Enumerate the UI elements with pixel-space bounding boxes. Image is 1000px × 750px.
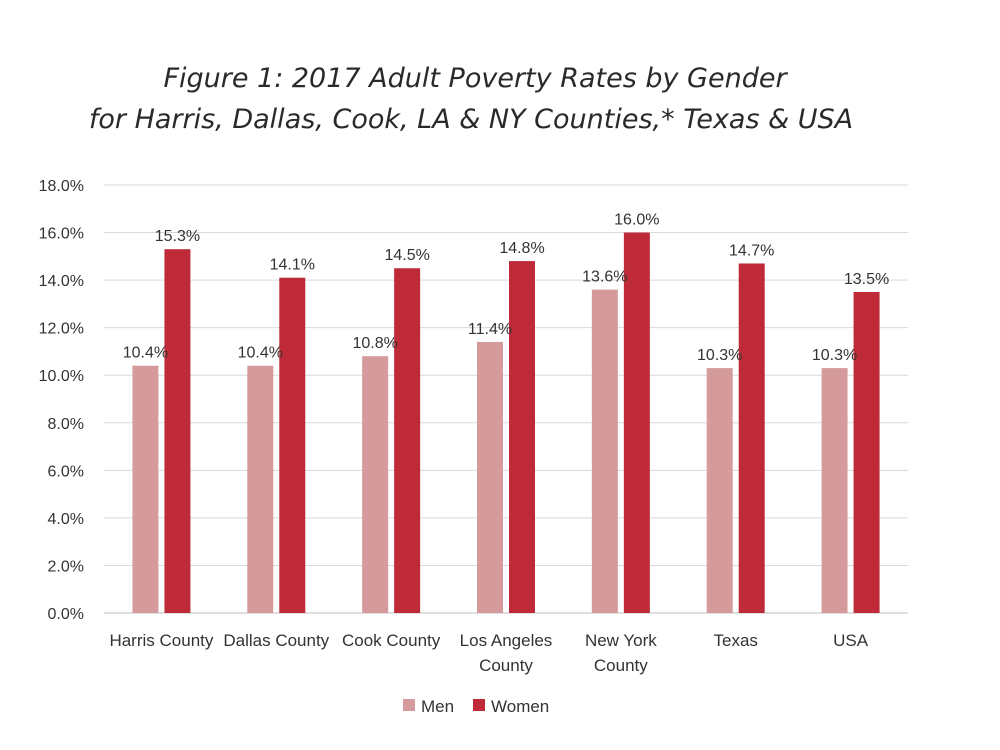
x-category-label-cook-county: Cook County <box>342 631 441 650</box>
y-tick-label: 12.0% <box>39 321 84 338</box>
x-category-label-usa: USA <box>833 631 869 650</box>
bar-men-harris-county <box>132 365 159 613</box>
legend-label-women: Women <box>491 697 549 716</box>
x-category-label-line: Texas <box>714 631 758 650</box>
y-axis-tick-labels: 0.0% 2.0% 4.0% 6.0% 8.0% 10.0% 12.0% 14.0% 16.0%… <box>39 178 84 623</box>
bar-men-new-york-county <box>591 289 618 613</box>
y-tick-label: 0.0% <box>48 606 84 623</box>
gridlines <box>104 184 908 614</box>
bar-women-texas <box>738 263 765 613</box>
y-tick-label: 6.0% <box>48 463 84 480</box>
data-label-men-harris-county: 10.4% <box>123 345 168 362</box>
bar-women-los-angeles-county <box>509 261 535 613</box>
bar-women-cook-county <box>394 268 421 613</box>
data-labels: 10.4% 15.3% 10.4% 14.1% 10.8% 14.5% 11.4% 14.8%… <box>123 212 890 365</box>
x-category-label-line: County <box>479 656 533 675</box>
bar-men-dallas-county <box>247 365 274 613</box>
bar-men-cook-county <box>362 356 389 613</box>
data-label-women-new-york-county: 16.0% <box>614 212 659 229</box>
x-category-label-line: USA <box>833 631 869 650</box>
bar-men-usa <box>821 368 848 613</box>
bar-men-texas <box>706 368 733 613</box>
legend-label-men: Men <box>421 697 454 716</box>
data-label-men-los-angeles-county: 11.4% <box>468 321 512 338</box>
data-label-women-texas: 14.7% <box>729 242 774 259</box>
data-label-women-dallas-county: 14.1% <box>270 257 315 274</box>
y-tick-label: 16.0% <box>39 226 84 243</box>
x-category-label-line: Dallas County <box>223 631 329 650</box>
bar-women-usa <box>853 292 880 613</box>
x-category-label-new-york-county: New York County <box>585 631 657 675</box>
chart-title: Figure 1: 2017 Adult Poverty Rates by Ge… <box>89 63 853 135</box>
y-tick-label: 8.0% <box>48 416 84 433</box>
x-category-label-line: Cook County <box>342 631 441 650</box>
bar-women-new-york-county <box>623 232 650 614</box>
chart-title-line-2: for Harris, Dallas, Cook, LA & NY Counti… <box>89 104 853 135</box>
x-category-label-texas: Texas <box>714 631 758 650</box>
y-tick-label: 18.0% <box>39 178 84 195</box>
x-category-label-harris-county: Harris County <box>109 631 213 650</box>
data-label-women-cook-county: 14.5% <box>384 247 429 264</box>
data-label-men-usa: 10.3% <box>812 347 857 364</box>
x-axis-category-labels: Harris County Dallas County Cook County Los… <box>109 631 868 675</box>
legend-swatch-men <box>403 699 415 711</box>
x-category-label-los-angeles-county: Los Angeles County <box>460 631 553 675</box>
legend-swatch-women <box>473 699 485 711</box>
data-label-men-dallas-county: 10.4% <box>238 345 283 362</box>
y-tick-label: 2.0% <box>48 558 84 575</box>
chart-title-line-1: Figure 1: 2017 Adult Poverty Rates by Ge… <box>163 63 788 94</box>
x-category-label-line: New York <box>585 631 657 650</box>
bars <box>132 232 880 614</box>
bar-women-dallas-county <box>279 277 306 613</box>
bar-women-harris-county <box>164 249 191 613</box>
x-category-label-line: County <box>594 656 648 675</box>
data-label-women-usa: 13.5% <box>844 271 889 288</box>
y-tick-label: 14.0% <box>39 273 84 290</box>
x-category-label-line: Harris County <box>109 631 213 650</box>
y-tick-label: 4.0% <box>48 511 84 528</box>
legend: Men Women <box>403 697 549 716</box>
data-label-women-los-angeles-county: 14.8% <box>499 240 544 257</box>
data-label-men-texas: 10.3% <box>697 347 742 364</box>
data-label-women-harris-county: 15.3% <box>155 228 200 245</box>
bar-men-los-angeles-county <box>477 341 503 613</box>
x-category-label-dallas-county: Dallas County <box>223 631 329 650</box>
data-label-men-new-york-county: 13.6% <box>582 269 627 286</box>
x-category-label-line: Los Angeles <box>460 631 553 650</box>
y-tick-label: 10.0% <box>39 368 84 385</box>
data-label-men-cook-county: 10.8% <box>352 335 397 352</box>
